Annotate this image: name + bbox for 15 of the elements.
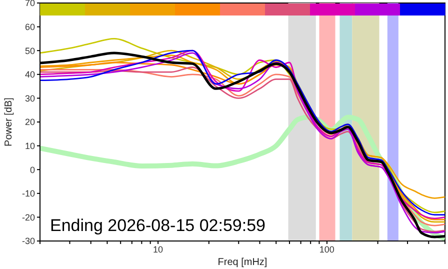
- y-tick-label: 0: [30, 164, 35, 175]
- x-tick-label: 100: [319, 244, 334, 254]
- y-tick-label: 40: [24, 70, 35, 80]
- y-tick-label: -30: [22, 236, 35, 246]
- y-tick-label: 20: [24, 117, 35, 128]
- y-tick-label: 30: [24, 93, 35, 104]
- y-tick-label: 50: [24, 46, 35, 56]
- x-axis-title: Freq [mHz]: [218, 257, 268, 268]
- y-tick-label: -10: [22, 188, 35, 199]
- y-tick-label: 10: [24, 140, 35, 151]
- y-tick-label: -20: [22, 212, 35, 222]
- y-tick-label: 70: [24, 0, 35, 8]
- annotation: Ending 2026-08-15 02:59:59: [50, 216, 266, 235]
- y-axis-title: Power [dB]: [4, 97, 15, 146]
- y-tick-label: 60: [24, 22, 35, 32]
